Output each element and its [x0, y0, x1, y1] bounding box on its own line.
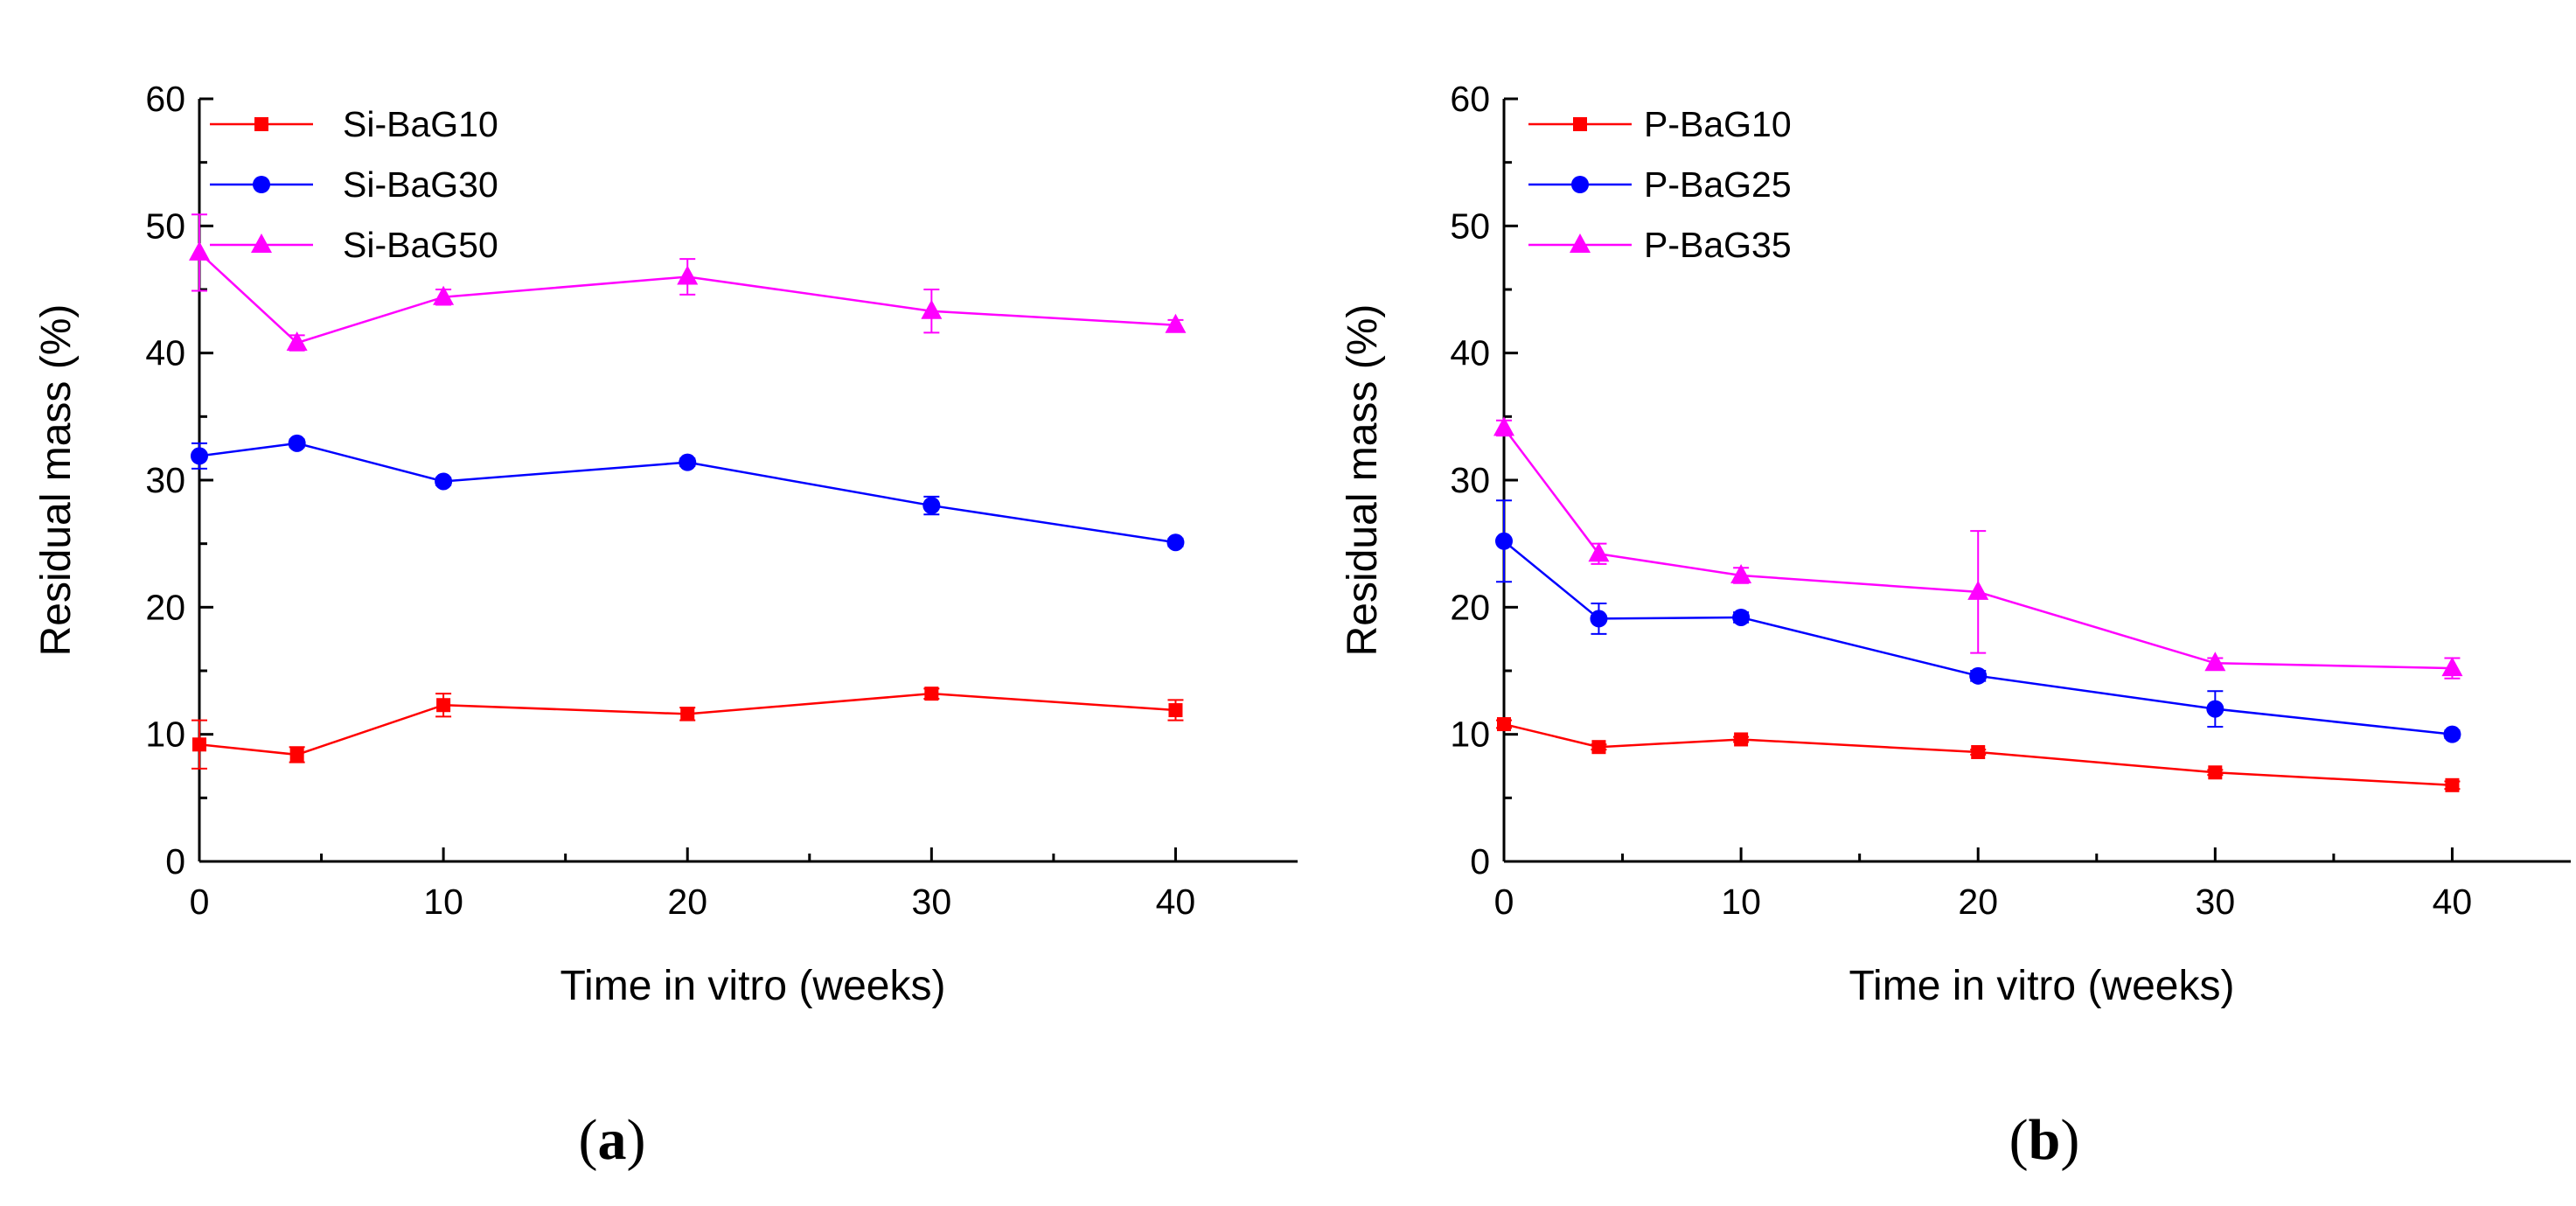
data-point	[189, 241, 210, 261]
data-point	[1969, 666, 1988, 685]
data-point	[2208, 765, 2223, 780]
data-point	[921, 299, 943, 319]
y-tick-label: 40	[145, 333, 185, 373]
data-point	[1732, 608, 1751, 626]
data-point	[679, 453, 697, 471]
data-point	[288, 434, 306, 452]
x-tick-label: 20	[667, 882, 707, 922]
y-tick-label: 60	[1450, 79, 1490, 119]
caption-letter: b	[2029, 1108, 2061, 1172]
data-point	[1590, 610, 1608, 628]
data-point	[435, 472, 453, 491]
x-tick-label: 20	[1958, 882, 1998, 922]
series-line-P-BaG10	[1503, 722, 2453, 787]
y-tick-label: 10	[145, 715, 185, 755]
y-tick-label: 0	[165, 841, 185, 882]
legend-marker	[1570, 234, 1591, 253]
x-axis-title: Time in vitro (weeks)	[560, 963, 946, 1009]
data-point	[2443, 725, 2461, 743]
series-line-Si-BaG30	[198, 442, 1176, 544]
series-line-Si-BaG10	[198, 692, 1176, 756]
x-tick-label: 0	[1494, 882, 1514, 922]
data-point	[1497, 717, 1511, 732]
x-tick-label: 40	[1156, 882, 1196, 922]
legend-marker	[1571, 176, 1589, 193]
y-tick-label: 50	[1450, 206, 1490, 246]
legend-label: P-BaG25	[1644, 164, 1792, 205]
y-axis-title: Residual mass (%)	[1340, 304, 1386, 657]
y-tick-label: 30	[1450, 460, 1490, 500]
x-tick-label: 30	[2196, 882, 2236, 922]
data-point	[1971, 745, 1986, 760]
data-point	[677, 265, 699, 285]
legend-marker	[251, 234, 272, 253]
panel-caption: (a)	[579, 1108, 646, 1172]
data-point	[433, 285, 455, 305]
y-tick-label: 40	[1450, 333, 1490, 373]
data-point	[2204, 652, 2226, 672]
data-point	[1495, 532, 1513, 550]
y-tick-label: 10	[1450, 715, 1490, 755]
data-point	[2445, 777, 2460, 792]
data-point	[1165, 313, 1187, 333]
y-tick-label: 20	[145, 587, 185, 627]
legend-label: P-BaG35	[1644, 225, 1792, 265]
data-point	[286, 331, 308, 352]
data-point	[924, 687, 939, 701]
x-tick-label: 0	[190, 882, 210, 922]
y-tick-label: 50	[145, 206, 185, 246]
data-point	[1967, 580, 1989, 600]
data-point	[1493, 416, 1514, 436]
panel-a-chart: 0 10 20 30 40 50 60 0 10 20 30 40 Residual mass (%) T…	[33, 79, 1298, 1172]
series-line-Si-BaG50	[198, 251, 1176, 345]
y-tick-label: 0	[1470, 841, 1490, 882]
series-line-P-BaG25	[1503, 540, 2453, 735]
data-point	[1588, 542, 1610, 562]
legend-label: Si-BaG50	[343, 225, 498, 265]
panel-b-chart: 0 10 20 30 40 50 60 0 10 20 30 40 Residual mass (%) T…	[1340, 79, 2571, 1172]
series-line-P-BaG35	[1503, 427, 2453, 670]
x-axis-title: Time in vitro (weeks)	[1849, 963, 2235, 1009]
legend-label: P-BaG10	[1644, 104, 1792, 144]
data-point	[1591, 740, 1606, 755]
data-point	[192, 737, 206, 752]
data-point	[2206, 700, 2224, 718]
data-point	[1734, 732, 1749, 747]
legend-marker	[254, 117, 268, 131]
data-point	[191, 447, 208, 465]
legend-label: Si-BaG10	[343, 104, 498, 144]
y-tick-label: 20	[1450, 587, 1490, 627]
panel-caption: (b)	[2009, 1108, 2080, 1172]
data-point	[1168, 703, 1183, 718]
data-point	[680, 707, 695, 722]
legend-label: Si-BaG30	[343, 164, 498, 205]
caption-letter: a	[598, 1108, 627, 1172]
y-tick-label: 30	[145, 460, 185, 500]
y-tick-label: 60	[145, 79, 185, 119]
data-point	[289, 747, 304, 762]
legend-marker	[253, 176, 270, 193]
y-axis-title: Residual mass (%)	[33, 304, 80, 657]
data-point	[922, 497, 941, 515]
x-tick-label: 30	[912, 882, 952, 922]
data-point	[1730, 564, 1752, 583]
x-tick-label: 10	[423, 882, 463, 922]
x-tick-label: 40	[2433, 882, 2473, 922]
x-tick-label: 10	[1721, 882, 1761, 922]
legend-marker	[1573, 117, 1587, 131]
data-point	[2441, 657, 2463, 677]
data-point	[436, 698, 451, 713]
data-point	[1166, 533, 1185, 552]
